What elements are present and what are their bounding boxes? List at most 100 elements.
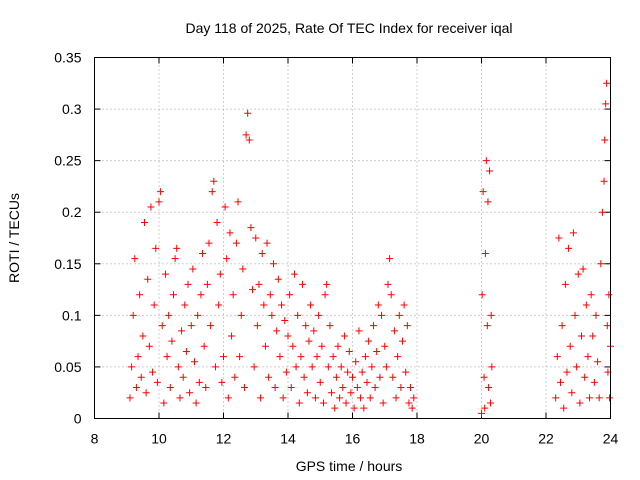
- data-point: [192, 399, 200, 407]
- data-point: [145, 342, 153, 350]
- x-axis-label: GPS time / hours: [296, 458, 403, 474]
- data-point: [302, 322, 310, 330]
- y-axis-label: ROTI / TECUs: [6, 193, 22, 283]
- data-point: [281, 317, 289, 325]
- data-point: [237, 311, 245, 319]
- x-tick-label: 24: [603, 431, 619, 447]
- data-point: [319, 399, 327, 407]
- data-point: [407, 384, 415, 392]
- data-point: [155, 198, 163, 206]
- data-point: [189, 265, 197, 273]
- data-point: [590, 378, 598, 386]
- data-point: [203, 280, 211, 288]
- data-point: [160, 399, 168, 407]
- data-point: [131, 255, 139, 263]
- data-point: [211, 363, 219, 371]
- data-point: [594, 358, 602, 366]
- data-point: [332, 373, 340, 381]
- data-point: [252, 234, 260, 242]
- data-point: [128, 363, 136, 371]
- data-point: [144, 275, 152, 283]
- data-point: [200, 342, 208, 350]
- data-point: [336, 394, 344, 402]
- data-point: [384, 280, 392, 288]
- y-tick-label: 0.25: [54, 153, 81, 169]
- y-tick-labels: 0 0.05 0.1 0.15 0.2 0.25 0.3 0.35: [54, 50, 81, 427]
- data-point: [245, 136, 253, 144]
- data-points: [126, 79, 614, 417]
- data-point: [194, 311, 202, 319]
- data-point: [171, 255, 179, 263]
- data-point: [337, 363, 345, 371]
- data-point: [481, 249, 489, 257]
- data-point: [179, 373, 187, 381]
- data-point: [358, 368, 366, 376]
- data-point: [328, 389, 336, 397]
- data-point: [565, 244, 573, 252]
- data-point: [352, 358, 360, 366]
- data-point: [566, 342, 574, 350]
- data-point: [587, 291, 595, 299]
- data-point: [339, 384, 347, 392]
- data-point: [239, 265, 247, 273]
- data-point: [290, 270, 298, 278]
- data-point: [232, 239, 240, 247]
- data-point: [311, 394, 319, 402]
- data-point: [598, 208, 606, 216]
- x-tick-label: 12: [216, 431, 232, 447]
- data-point: [323, 280, 331, 288]
- data-point: [571, 311, 579, 319]
- data-point: [223, 255, 231, 263]
- data-point: [315, 311, 323, 319]
- data-point: [308, 363, 316, 371]
- data-point: [255, 280, 263, 288]
- data-point: [347, 389, 355, 397]
- data-point: [324, 363, 332, 371]
- data-point: [231, 373, 239, 381]
- data-point: [481, 404, 489, 412]
- data-point: [606, 394, 614, 402]
- data-point: [294, 311, 302, 319]
- plot-area-border: [94, 57, 611, 419]
- data-point: [258, 249, 266, 257]
- data-point: [240, 384, 248, 392]
- data-point: [284, 332, 292, 340]
- data-point: [403, 322, 411, 330]
- data-point: [483, 322, 491, 330]
- data-point: [350, 404, 358, 412]
- data-point: [139, 332, 147, 340]
- data-point: [257, 394, 265, 402]
- data-point: [390, 327, 398, 335]
- data-point: [184, 280, 192, 288]
- data-point: [236, 353, 244, 361]
- data-point: [310, 327, 318, 335]
- data-point: [195, 378, 203, 386]
- data-point: [166, 384, 174, 392]
- data-point: [569, 229, 577, 237]
- data-point: [382, 363, 390, 371]
- data-point: [247, 224, 255, 232]
- data-point: [271, 384, 279, 392]
- data-point: [405, 399, 413, 407]
- data-point: [378, 311, 386, 319]
- data-point: [601, 136, 609, 144]
- data-point: [300, 373, 308, 381]
- data-point: [478, 409, 485, 417]
- data-point: [213, 219, 221, 227]
- data-point: [488, 363, 496, 371]
- data-point: [161, 270, 169, 278]
- data-point: [555, 234, 563, 242]
- data-point: [387, 291, 395, 299]
- data-point: [369, 322, 377, 330]
- data-point: [278, 301, 286, 309]
- data-point: [153, 378, 161, 386]
- data-point: [261, 342, 269, 350]
- data-point: [376, 373, 384, 381]
- data-point: [576, 399, 584, 407]
- data-point: [603, 79, 611, 87]
- data-point: [210, 177, 218, 185]
- data-point: [129, 311, 137, 319]
- x-tick-label: 16: [345, 431, 361, 447]
- data-point: [276, 353, 284, 361]
- data-point: [134, 353, 142, 361]
